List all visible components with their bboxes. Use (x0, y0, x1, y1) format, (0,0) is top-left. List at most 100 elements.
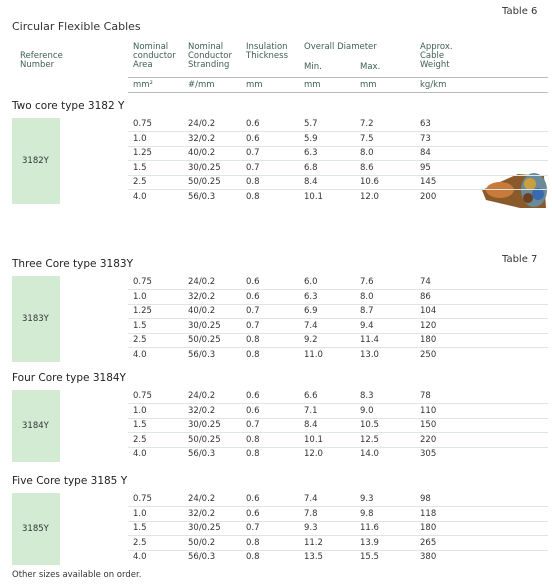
cell: 1.5 (133, 320, 147, 331)
cell: 74 (420, 276, 431, 287)
cell: 0.8 (246, 448, 260, 459)
cell: 0.6 (246, 133, 260, 144)
cell: 7.2 (360, 118, 374, 129)
row-rule (128, 432, 548, 434)
cell: 95 (420, 162, 431, 173)
cell: 14.0 (360, 448, 379, 459)
cell: 2.5 (133, 434, 147, 445)
cell: 0.75 (133, 276, 152, 287)
cell: 0.6 (246, 291, 260, 302)
cell: 1.0 (133, 291, 147, 302)
row-rule (128, 535, 548, 537)
code-block (12, 390, 60, 462)
cell: 145 (420, 176, 437, 187)
cell: 0.8 (246, 334, 260, 345)
header-subcell: Max. (360, 62, 381, 72)
cell: 1.5 (133, 162, 147, 173)
row-rule (128, 174, 548, 176)
cell: 32/0.2 (188, 508, 216, 519)
cell: 8.3 (360, 390, 374, 401)
cell: 24/0.2 (188, 276, 216, 287)
section-title: Three Core type 3183Y (12, 257, 133, 270)
cell: 0.75 (133, 118, 152, 129)
cell: 24/0.2 (188, 493, 216, 504)
cell: 56/0.3 (188, 349, 216, 360)
cell: 56/0.3 (188, 551, 216, 562)
cell: 1.0 (133, 133, 147, 144)
cell: 13.0 (360, 349, 379, 360)
cell: 0.7 (246, 305, 260, 316)
row-rule (128, 289, 548, 291)
cell: 2.5 (133, 537, 147, 548)
table-label: Table 7 (502, 254, 538, 265)
row-rule (128, 506, 548, 508)
cell: 63 (420, 118, 431, 129)
cell: 1.25 (133, 147, 152, 158)
cell: 56/0.3 (188, 191, 216, 202)
cell: 32/0.2 (188, 291, 216, 302)
cell: 5.9 (304, 133, 318, 144)
cell: 1.0 (133, 405, 147, 416)
cell: 40/0.2 (188, 147, 216, 158)
row-rule (128, 303, 548, 305)
footnote: Other sizes available on order. (12, 570, 142, 580)
section-code: 3185Y (22, 523, 49, 534)
cell: 10.1 (304, 191, 323, 202)
cell: 11.4 (360, 334, 379, 345)
cell: 8.0 (360, 147, 374, 158)
cell: 0.75 (133, 390, 152, 401)
cell: 40/0.2 (188, 305, 216, 316)
cell: 0.6 (246, 276, 260, 287)
header-cell: Approx. Cable Weight (420, 42, 453, 70)
cell: 24/0.2 (188, 390, 216, 401)
cell: 250 (420, 349, 437, 360)
rule (128, 77, 548, 78)
row-rule (128, 318, 548, 320)
cell: 8.7 (360, 305, 374, 316)
cell: 30/0.25 (188, 522, 221, 533)
cell: 8.0 (360, 291, 374, 302)
section-code: 3184Y (22, 420, 49, 431)
cell: 0.8 (246, 349, 260, 360)
cell: 380 (420, 551, 437, 562)
row-rule (128, 549, 548, 551)
unit-cell: mm² (133, 80, 153, 90)
row-rule (128, 347, 548, 349)
unit-cell: kg/km (420, 80, 447, 90)
row-rule (128, 446, 548, 448)
cell: 13.9 (360, 537, 379, 548)
cell: 1.0 (133, 508, 147, 519)
cell: 8.4 (304, 419, 318, 430)
code-block (12, 493, 60, 565)
cell: 9.8 (360, 508, 374, 519)
cell: 78 (420, 390, 431, 401)
cell: 0.7 (246, 320, 260, 331)
section-code: 3183Y (22, 313, 49, 324)
header-cell: Insulation Thickness (246, 42, 289, 61)
cell: 2.5 (133, 334, 147, 345)
cell: 6.6 (304, 390, 318, 401)
header-cell: Nominal conductor Area (133, 42, 176, 70)
header-cell: Nominal Conductor Stranding (188, 42, 233, 70)
cell: 6.3 (304, 147, 318, 158)
cell: 7.4 (304, 493, 318, 504)
cell: 4.0 (133, 349, 147, 360)
header-subcell: Min. (304, 62, 322, 72)
cell: 12.5 (360, 434, 379, 445)
header-cell: Overall Diameter (304, 42, 377, 52)
cell: 32/0.2 (188, 405, 216, 416)
title: Circular Flexible Cables (12, 20, 141, 33)
cell: 0.7 (246, 419, 260, 430)
cell: 1.25 (133, 305, 152, 316)
cell: 0.8 (246, 551, 260, 562)
cell: 84 (420, 147, 431, 158)
cell: 0.6 (246, 390, 260, 401)
code-block (12, 276, 60, 362)
cell: 10.5 (360, 419, 379, 430)
cell: 56/0.3 (188, 448, 216, 459)
row-rule (128, 332, 548, 334)
cell: 9.0 (360, 405, 374, 416)
cell: 50/0.25 (188, 434, 221, 445)
cell: 7.8 (304, 508, 318, 519)
